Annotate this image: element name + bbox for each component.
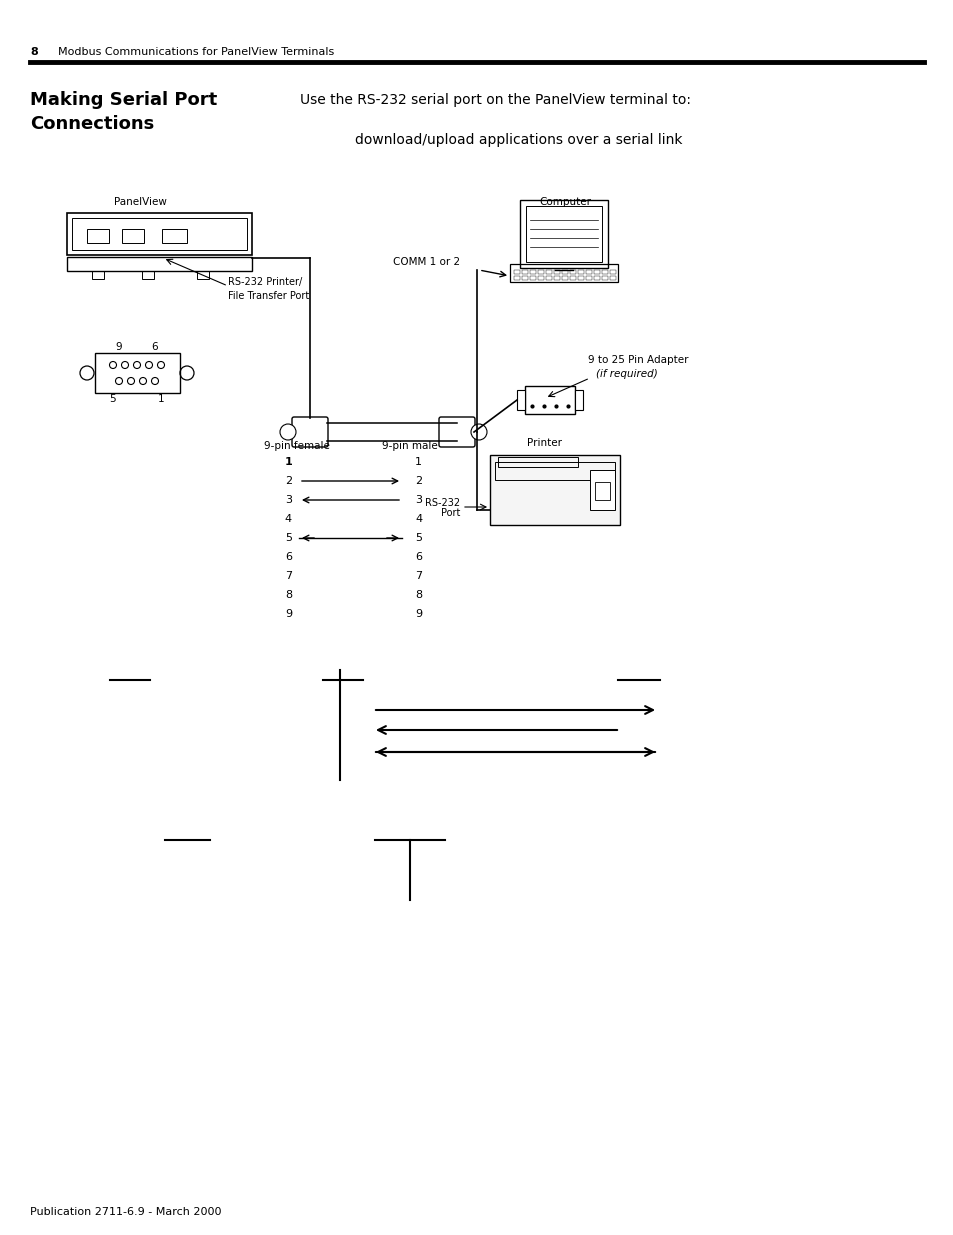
Bar xyxy=(497,457,578,467)
Bar xyxy=(519,200,607,268)
Text: 3: 3 xyxy=(415,495,421,505)
Bar xyxy=(554,275,559,280)
Text: 9: 9 xyxy=(115,342,122,352)
Bar xyxy=(495,462,615,480)
Bar xyxy=(67,212,252,254)
Text: 5: 5 xyxy=(285,534,292,543)
Text: 1: 1 xyxy=(157,394,164,404)
Circle shape xyxy=(280,424,295,440)
Circle shape xyxy=(471,424,486,440)
Bar xyxy=(589,471,615,510)
Bar xyxy=(514,270,519,274)
Bar xyxy=(510,264,618,282)
FancyBboxPatch shape xyxy=(292,417,328,447)
Text: 6: 6 xyxy=(152,342,158,352)
Bar xyxy=(196,270,209,279)
Text: Use the RS-232 serial port on the PanelView terminal to:: Use the RS-232 serial port on the PanelV… xyxy=(299,93,690,107)
Text: 5: 5 xyxy=(110,394,116,404)
Bar xyxy=(561,270,567,274)
Text: 1: 1 xyxy=(284,457,292,467)
FancyBboxPatch shape xyxy=(438,417,475,447)
Text: 7: 7 xyxy=(415,571,421,580)
Text: Port: Port xyxy=(440,508,459,517)
Bar xyxy=(585,275,592,280)
Bar xyxy=(521,270,527,274)
Text: 4: 4 xyxy=(415,514,421,524)
Bar xyxy=(578,270,583,274)
Text: 2: 2 xyxy=(285,475,292,487)
Bar xyxy=(122,228,144,243)
Text: RS-232 Printer/: RS-232 Printer/ xyxy=(228,277,302,287)
Text: 8: 8 xyxy=(30,47,38,57)
Bar xyxy=(517,390,524,410)
Bar xyxy=(521,275,527,280)
Bar xyxy=(569,270,576,274)
Bar xyxy=(162,228,187,243)
Text: Printer: Printer xyxy=(527,438,562,448)
Text: 6: 6 xyxy=(415,552,421,562)
Bar xyxy=(525,206,601,262)
Bar xyxy=(530,270,536,274)
Text: 3: 3 xyxy=(285,495,292,505)
Bar xyxy=(601,270,607,274)
Text: Computer: Computer xyxy=(538,198,590,207)
Bar xyxy=(91,270,104,279)
Text: 1: 1 xyxy=(415,457,421,467)
Bar xyxy=(514,275,519,280)
Bar xyxy=(530,275,536,280)
Text: Publication 2711-6.9 - March 2000: Publication 2711-6.9 - March 2000 xyxy=(30,1207,221,1216)
Bar xyxy=(537,275,543,280)
Text: 8: 8 xyxy=(415,590,421,600)
Bar xyxy=(490,454,619,525)
Text: 4: 4 xyxy=(285,514,292,524)
Bar xyxy=(67,257,252,270)
Text: 9: 9 xyxy=(415,609,421,619)
Text: 2: 2 xyxy=(415,475,421,487)
Text: (if required): (if required) xyxy=(596,369,657,379)
Bar xyxy=(561,275,567,280)
Bar xyxy=(585,270,592,274)
Text: 9-pin male: 9-pin male xyxy=(382,441,437,451)
Bar xyxy=(545,270,552,274)
Text: 9-pin female: 9-pin female xyxy=(264,441,330,451)
Bar xyxy=(524,387,575,414)
Text: 9: 9 xyxy=(285,609,292,619)
Bar xyxy=(594,270,599,274)
Bar xyxy=(71,219,247,249)
Bar xyxy=(569,275,576,280)
Text: 8: 8 xyxy=(285,590,292,600)
Bar xyxy=(594,275,599,280)
Bar xyxy=(595,482,609,500)
Text: Connections: Connections xyxy=(30,115,154,133)
Text: Modbus Communications for PanelView Terminals: Modbus Communications for PanelView Term… xyxy=(58,47,334,57)
Bar xyxy=(554,270,559,274)
Text: File Transfer Port: File Transfer Port xyxy=(228,291,309,301)
Text: 9 to 25 Pin Adapter: 9 to 25 Pin Adapter xyxy=(587,354,688,366)
Bar xyxy=(545,275,552,280)
Text: 5: 5 xyxy=(415,534,421,543)
Text: COMM 1 or 2: COMM 1 or 2 xyxy=(393,257,459,267)
Text: download/upload applications over a serial link: download/upload applications over a seri… xyxy=(355,133,681,147)
Bar xyxy=(609,275,616,280)
Bar xyxy=(87,228,109,243)
Text: PanelView: PanelView xyxy=(113,198,166,207)
Text: RS-232: RS-232 xyxy=(424,498,459,508)
Text: 6: 6 xyxy=(285,552,292,562)
Bar xyxy=(537,270,543,274)
Bar xyxy=(609,270,616,274)
Text: 7: 7 xyxy=(285,571,292,580)
Text: Making Serial Port: Making Serial Port xyxy=(30,91,217,109)
Bar xyxy=(601,275,607,280)
Bar xyxy=(142,270,153,279)
Bar xyxy=(575,390,582,410)
Bar xyxy=(95,353,180,393)
Bar xyxy=(578,275,583,280)
